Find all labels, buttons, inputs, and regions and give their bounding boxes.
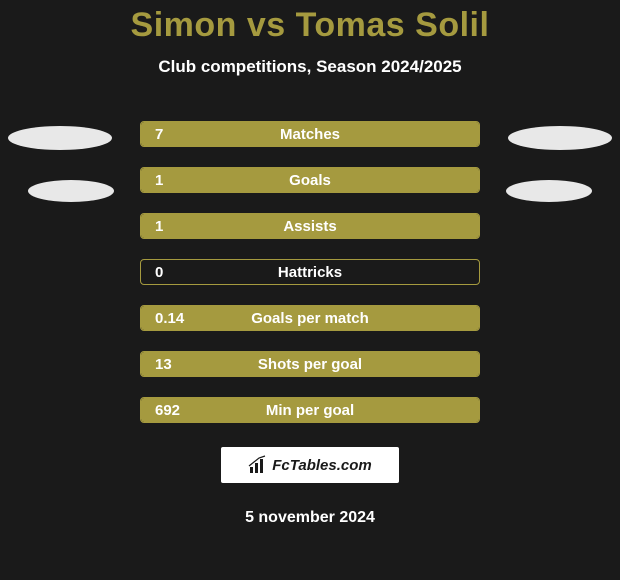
stat-bar-label: Min per goal — [266, 402, 354, 419]
infographic-container: Simon vs Tomas Solil Club competitions, … — [0, 0, 620, 580]
chart-icon — [248, 455, 268, 475]
stat-bar-value: 1 — [155, 172, 163, 189]
stat-bar: 0.14 Goals per match — [140, 305, 480, 331]
page-subtitle: Club competitions, Season 2024/2025 — [158, 57, 461, 77]
decorative-ellipse — [506, 180, 592, 202]
stat-bar-label: Hattricks — [278, 264, 342, 281]
page-title: Simon vs Tomas Solil — [131, 6, 490, 45]
stat-bar: 692 Min per goal — [140, 397, 480, 423]
stat-bar: 13 Shots per goal — [140, 351, 480, 377]
stat-bar-value: 1 — [155, 218, 163, 235]
stat-bar-label: Matches — [280, 126, 340, 143]
stat-bar-label: Goals — [289, 172, 331, 189]
decorative-ellipse — [8, 126, 112, 150]
decorative-ellipse — [28, 180, 114, 202]
stat-bar-value: 7 — [155, 126, 163, 143]
stat-bar-value: 0.14 — [155, 310, 184, 327]
stat-bar-label: Shots per goal — [258, 356, 362, 373]
stat-bar: 1 Assists — [140, 213, 480, 239]
decorative-ellipse — [508, 126, 612, 150]
stat-bar-value: 0 — [155, 264, 163, 281]
brand-text: FcTables.com — [272, 457, 371, 474]
stat-bar-value: 13 — [155, 356, 172, 373]
stat-bar: 7 Matches — [140, 121, 480, 147]
stat-bar-value: 692 — [155, 402, 180, 419]
stat-bar: 0 Hattricks — [140, 259, 480, 285]
date-text: 5 november 2024 — [245, 509, 375, 527]
stat-bar: 1 Goals — [140, 167, 480, 193]
stats-bars: 7 Matches 1 Goals 1 Assists 0 Hattricks 0.14 Goal… — [140, 121, 480, 423]
brand-badge: FcTables.com — [221, 447, 399, 483]
stat-bar-label: Assists — [283, 218, 336, 235]
stat-bar-label: Goals per match — [251, 310, 369, 327]
